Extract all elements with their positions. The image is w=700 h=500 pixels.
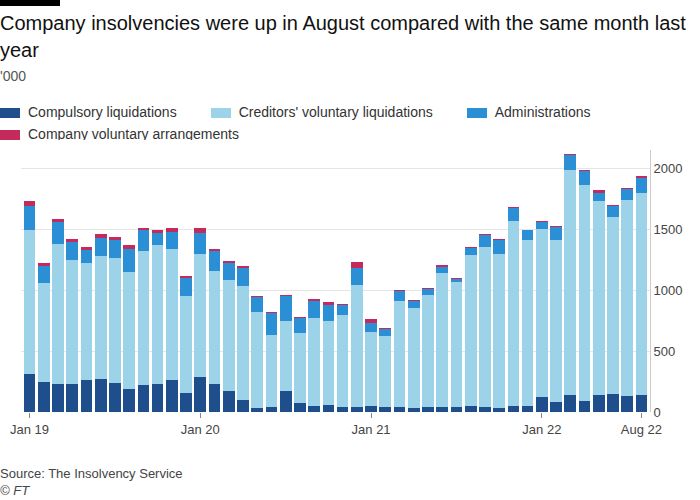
- html-text:Company voluntary arrangements: Company voluntary arrangements: [28, 126, 239, 142]
- html-text:'000: '000: [0, 68, 26, 84]
- svg-text:Jan 19: Jan 19: [10, 422, 49, 437]
- svg-text:2000: 2000: [654, 161, 683, 176]
- html-text:Company insolvencies were up i: Company insolvencies were up in August c…: [0, 12, 686, 61]
- svg-text:500: 500: [654, 344, 676, 359]
- svg-text:1000: 1000: [654, 283, 683, 298]
- svg-text:Jan 21: Jan 21: [352, 422, 391, 437]
- html-text:Administrations: Administrations: [494, 104, 591, 120]
- svg-text:Aug 22: Aug 22: [621, 422, 662, 437]
- html-text:Source: The Insolvency Service: Source: The Insolvency Service: [0, 466, 183, 481]
- html-text:Compulsory liquidations: Compulsory liquidations: [28, 104, 177, 120]
- html-text:© FT: © FT: [0, 483, 30, 498]
- html-text:Creditors' voluntary liquidati: Creditors' voluntary liquidations: [238, 104, 433, 120]
- svg-text:Jan 22: Jan 22: [522, 422, 561, 437]
- svg-text:Jan 20: Jan 20: [181, 422, 220, 437]
- svg-text:0: 0: [654, 405, 661, 420]
- svg-text:1500: 1500: [654, 222, 683, 237]
